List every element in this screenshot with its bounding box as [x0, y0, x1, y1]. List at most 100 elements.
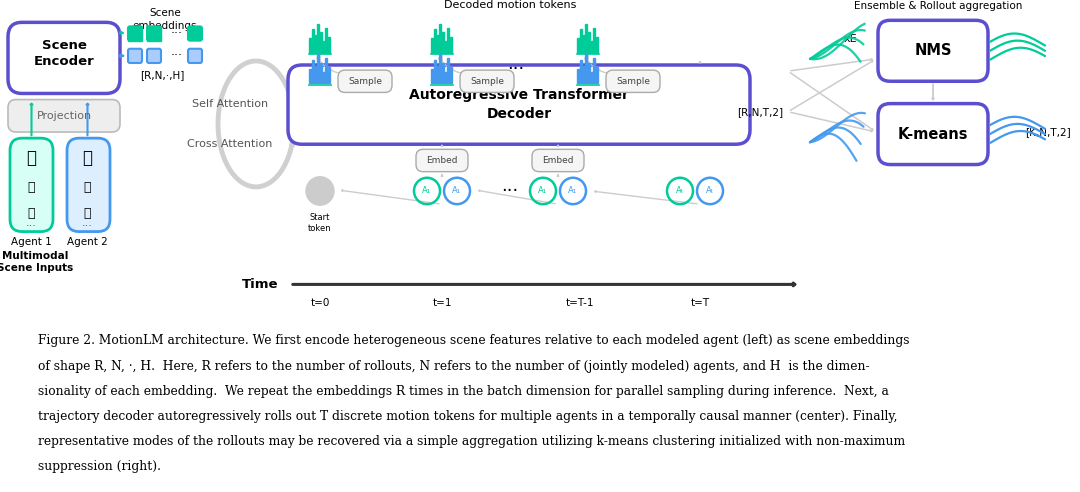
Text: 🚗: 🚗 — [27, 150, 37, 167]
Text: Multimodal
Scene Inputs: Multimodal Scene Inputs — [0, 251, 73, 273]
FancyBboxPatch shape — [8, 99, 120, 132]
Text: K-means: K-means — [897, 126, 969, 142]
Text: Embed: Embed — [542, 156, 573, 165]
Bar — [580, 30, 582, 53]
FancyBboxPatch shape — [532, 149, 584, 172]
Bar — [314, 35, 316, 53]
Text: Projection: Projection — [37, 111, 92, 121]
FancyBboxPatch shape — [416, 149, 468, 172]
Bar — [328, 37, 330, 53]
Text: representative modes of the rollouts may be recovered via a simple aggregation u: representative modes of the rollouts may… — [38, 435, 905, 448]
Bar — [436, 35, 438, 53]
Text: A₁: A₁ — [453, 186, 461, 195]
Circle shape — [306, 177, 334, 205]
Text: of shape R, N, ·, H.  Here, R refers to the number of rollouts, N refers to the : of shape R, N, ·, H. Here, R refers to t… — [38, 360, 869, 372]
Text: t=1: t=1 — [432, 298, 451, 308]
Bar — [442, 32, 444, 53]
Text: 🚦: 🚦 — [28, 182, 36, 194]
Bar — [596, 37, 598, 53]
Bar — [578, 69, 580, 83]
Text: Agent 2: Agent 2 — [67, 237, 108, 247]
FancyBboxPatch shape — [147, 49, 161, 63]
Bar — [445, 72, 447, 83]
Bar — [583, 35, 585, 53]
Text: ···: ··· — [171, 27, 183, 40]
Text: ···: ··· — [508, 60, 525, 78]
FancyBboxPatch shape — [460, 70, 514, 92]
Text: Scene
Encoder: Scene Encoder — [33, 39, 94, 68]
Bar — [591, 41, 593, 53]
Bar — [450, 37, 453, 53]
Text: ···: ··· — [82, 221, 93, 232]
Text: t=T-1: t=T-1 — [566, 298, 594, 308]
Text: trajectory decoder autoregressively rolls out T discrete motion tokens for multi: trajectory decoder autoregressively roll… — [38, 410, 897, 423]
Text: [R,N,·,H]: [R,N,·,H] — [139, 70, 185, 80]
Bar — [318, 24, 320, 53]
FancyBboxPatch shape — [129, 27, 141, 41]
FancyBboxPatch shape — [67, 138, 110, 232]
Text: xE: xE — [843, 33, 856, 44]
Bar — [323, 41, 325, 53]
Text: Time: Time — [242, 278, 279, 291]
Text: Ensemble & Rollout aggregation: Ensemble & Rollout aggregation — [854, 1, 1022, 11]
Bar — [442, 63, 444, 83]
Bar — [434, 60, 436, 83]
Text: NMS: NMS — [915, 43, 951, 58]
Text: 🚗: 🚗 — [82, 150, 93, 167]
Bar — [578, 38, 580, 53]
Text: Agent 1: Agent 1 — [11, 237, 52, 247]
FancyBboxPatch shape — [8, 22, 120, 93]
Bar — [325, 59, 327, 83]
Bar — [431, 38, 433, 53]
FancyBboxPatch shape — [878, 104, 988, 164]
Bar — [323, 72, 325, 83]
Bar — [320, 32, 322, 53]
Bar — [445, 41, 447, 53]
Text: suppression (right).: suppression (right). — [38, 461, 161, 473]
Text: Aₜ: Aₜ — [676, 186, 684, 195]
FancyBboxPatch shape — [288, 65, 750, 144]
Text: t=0: t=0 — [310, 298, 329, 308]
Text: Cross Attention: Cross Attention — [187, 139, 272, 149]
FancyBboxPatch shape — [188, 27, 202, 41]
Bar — [440, 54, 442, 83]
FancyBboxPatch shape — [878, 20, 988, 81]
Bar — [583, 66, 585, 83]
Text: Autoregressive Transformer
Decoder: Autoregressive Transformer Decoder — [409, 89, 629, 121]
Bar — [309, 69, 311, 83]
Bar — [312, 30, 314, 53]
Bar — [314, 66, 316, 83]
FancyBboxPatch shape — [129, 49, 141, 63]
Text: Start
token: Start token — [308, 214, 332, 233]
Text: sionality of each embedding.  We repeat the embeddings R times in the batch dime: sionality of each embedding. We repeat t… — [38, 385, 889, 398]
Text: 🏃: 🏃 — [28, 207, 36, 220]
Bar — [325, 28, 327, 53]
Text: Sample: Sample — [616, 77, 650, 86]
Bar — [147, 27, 161, 41]
Bar — [593, 59, 595, 83]
Bar — [596, 67, 598, 83]
Text: Sample: Sample — [348, 77, 382, 86]
Bar — [580, 60, 582, 83]
Bar — [434, 30, 436, 53]
Text: ···: ··· — [171, 49, 183, 62]
Text: ···: ··· — [501, 182, 518, 200]
Text: A₁: A₁ — [422, 186, 432, 195]
FancyBboxPatch shape — [147, 27, 161, 41]
Text: Decoded motion tokens: Decoded motion tokens — [444, 0, 577, 10]
Text: 🚦: 🚦 — [84, 182, 91, 194]
FancyBboxPatch shape — [606, 70, 660, 92]
Bar — [585, 24, 588, 53]
Bar — [129, 27, 141, 41]
Bar — [328, 67, 330, 83]
Bar — [447, 28, 449, 53]
Bar — [591, 72, 593, 83]
Text: [R,N,T,2]: [R,N,T,2] — [737, 107, 783, 117]
Bar — [585, 54, 588, 83]
Text: Sample: Sample — [470, 77, 504, 86]
FancyBboxPatch shape — [10, 138, 53, 232]
Bar — [588, 32, 590, 53]
Bar — [593, 28, 595, 53]
Bar — [312, 60, 314, 83]
FancyBboxPatch shape — [338, 70, 392, 92]
